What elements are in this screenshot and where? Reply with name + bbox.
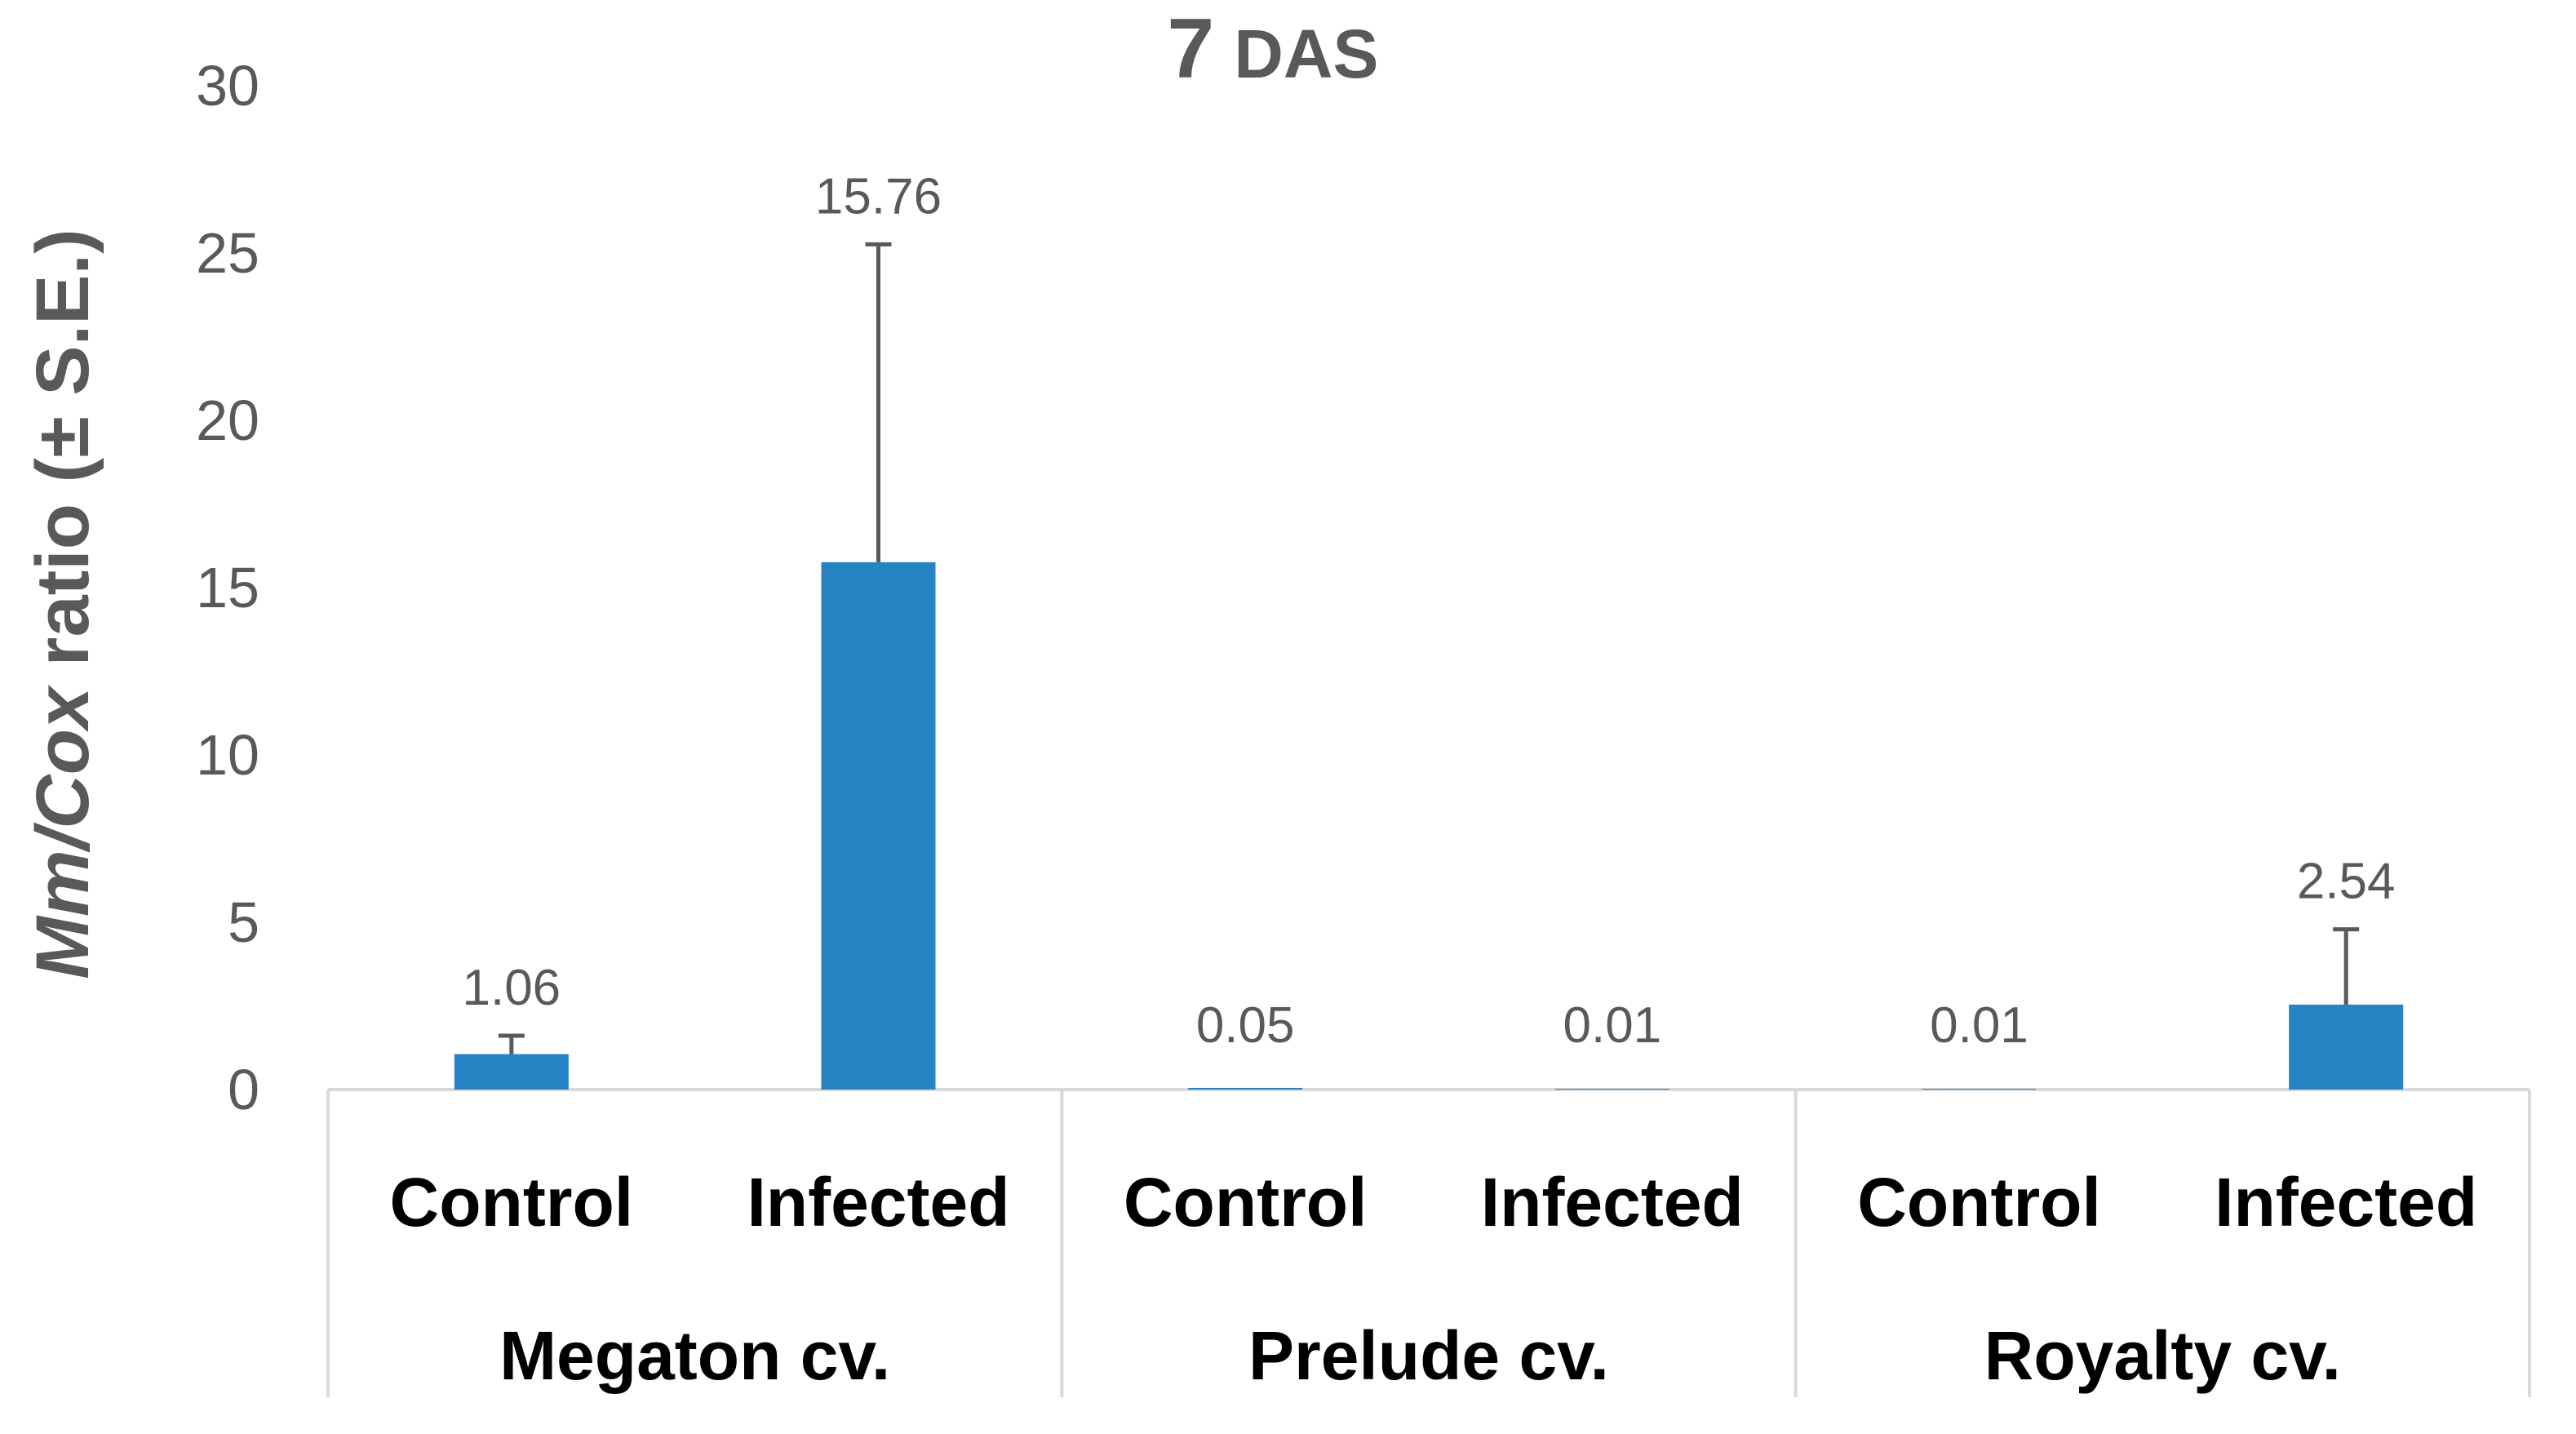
chart-title-number: 7 (1167, 2, 1214, 96)
bars (454, 562, 2404, 1090)
y-tick-label: 20 (196, 388, 259, 452)
category-label: Control (1857, 1164, 2101, 1241)
data-label: 2.54 (2297, 854, 2396, 910)
data-label: 0.01 (1563, 997, 1661, 1054)
y-tick-label: 30 (196, 54, 259, 118)
data-label: 0.05 (1196, 997, 1295, 1054)
y-axis-title: Mm/Cox ratio (± S.E.) (21, 229, 104, 979)
category-label: Infected (2215, 1164, 2477, 1241)
category-label: Infected (1481, 1164, 1744, 1241)
group-labels: Megaton cv. Prelude cv. Royalty cv. (499, 1317, 2341, 1394)
y-tick-label: 25 (196, 221, 259, 285)
data-label: 15.76 (815, 168, 942, 224)
data-labels: 1.06 15.76 0.05 0.01 0.01 2.54 (462, 168, 2395, 1054)
y-axis-title-italic: Mm/Cox (21, 684, 104, 979)
y-tick-label: 0 (228, 1058, 259, 1121)
bar (1922, 1089, 2037, 1090)
category-label: Infected (747, 1164, 1009, 1241)
y-axis-title-rest: ratio (± S.E.) (21, 229, 104, 687)
data-label: 1.06 (462, 960, 561, 1016)
y-tick-label: 5 (228, 890, 259, 954)
group-label: Megaton cv. (499, 1317, 890, 1394)
chart-title: 7 DAS (1167, 2, 1378, 96)
group-label: Royalty cv. (1984, 1317, 2341, 1394)
y-tick-label: 15 (196, 556, 259, 619)
y-tick-label: 10 (196, 723, 259, 787)
data-label: 0.01 (1930, 997, 2028, 1054)
axis-frame (326, 1088, 2531, 1397)
bar (1188, 1087, 1303, 1090)
bar (1554, 1089, 1669, 1090)
category-label: Control (390, 1164, 634, 1241)
category-label: Control (1124, 1164, 1368, 1241)
y-tick-labels: 0 5 10 15 20 25 30 (196, 54, 259, 1121)
bar (454, 1054, 569, 1090)
error-bars (498, 242, 2360, 1054)
group-label: Prelude cv. (1248, 1317, 1609, 1394)
chart-title-suffix: DAS (1234, 16, 1378, 92)
bar (2289, 1004, 2404, 1090)
bar (821, 562, 936, 1090)
category-labels: Control Infected Control Infected Control Inf… (390, 1164, 2478, 1241)
svg-text:Mm/Cox ratio (± S.E.): Mm/Cox ratio (± S.E.) (21, 229, 104, 979)
